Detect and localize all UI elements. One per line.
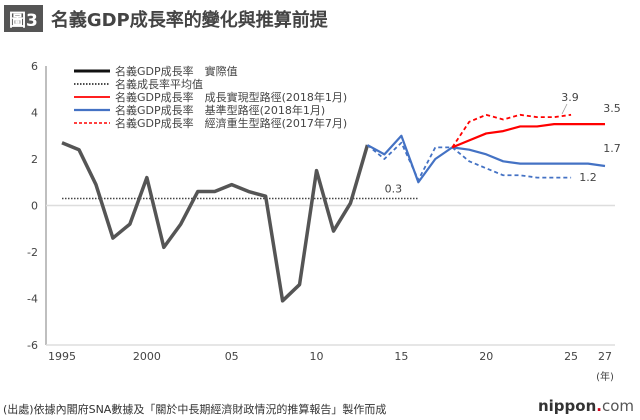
x-tick-label: 05 [225,350,239,363]
figure-title: 圖3 名義GDP成長率的變化與推算前提 [4,5,328,32]
y-tick-label: 0 [31,200,38,213]
end-label: 1.2 [579,171,597,184]
legend-label: 名義GDP成長率 經濟重生型路徑(2017年7月) [115,116,347,130]
end-label: 1.7 [603,142,621,155]
x-tick-label: 15 [394,350,408,363]
end-label: 3.9 [561,91,579,104]
series-line-2 [366,134,606,184]
x-tick-label: 10 [310,350,324,363]
logo-main: nippon [537,397,597,415]
y-tick-label: 4 [31,107,38,120]
leader-line [561,103,568,115]
legend-label: 名義GDP成長率 成長實現型路徑(2018年1月) [115,90,347,104]
source-note: (出處)依據內閣府SNA數據及「關於中長期經濟財政情況的推算報告」製作而成 [3,403,387,416]
x-tick-label: 1995 [48,350,76,363]
title-text: 名義GDP成長率的變化與推算前提 [50,9,328,31]
x-axis-unit: (年) [596,370,614,383]
series-line-3 [451,113,572,148]
end-label: 3.5 [603,102,621,115]
x-tick-label: 20 [479,350,493,363]
y-tick-label: 6 [31,60,38,73]
series-line-0 [61,141,370,303]
x-tick-label: 25 [564,350,578,363]
y-tick-label: -2 [27,246,38,259]
y-tick-label: -6 [27,339,38,352]
y-tick-label: 2 [31,153,38,166]
y-tick-label: -4 [27,293,38,306]
average-label: 0.3 [385,183,403,196]
x-tick-label: 2000 [133,350,161,363]
figure-badge: 圖3 [4,5,43,32]
series-line-1 [451,123,605,149]
legend-label: 名義GDP成長率 實際值 [115,64,238,78]
legend-label: 名義成長率平均值 [115,77,203,91]
logo-dot: . [596,397,602,415]
x-tick-label: 27 [598,350,612,363]
legend-label: 名義GDP成長率 基準型路徑(2018年1月) [115,103,325,117]
nippon-logo: nippon.com [538,397,634,415]
logo-com: com [601,397,634,415]
